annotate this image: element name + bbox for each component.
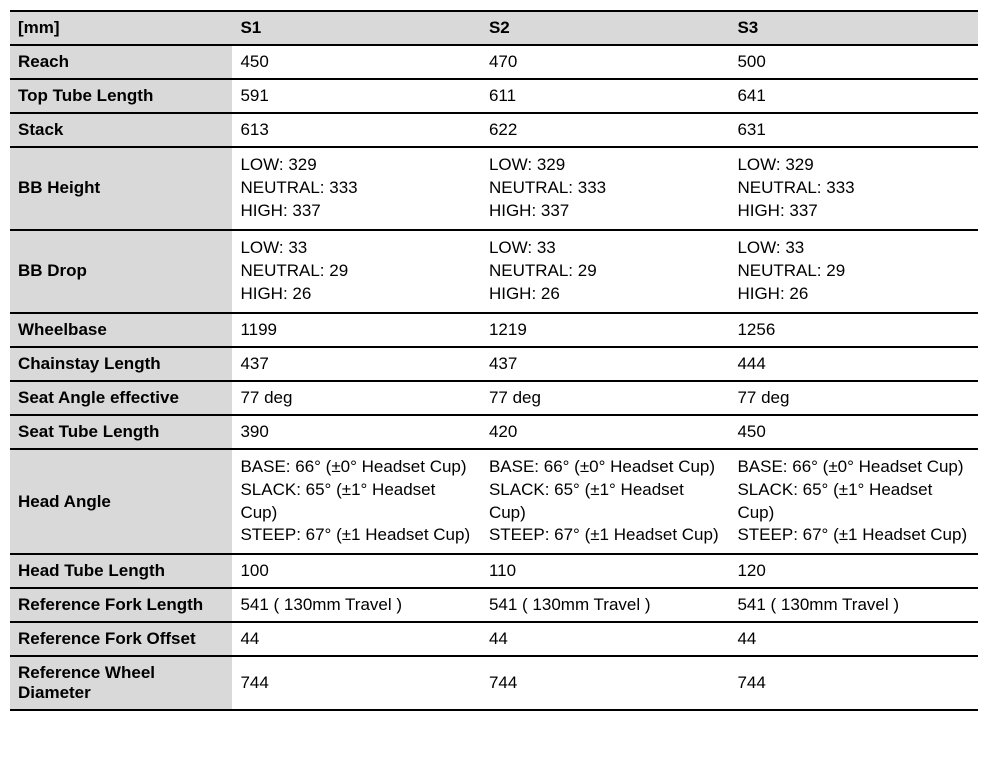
col-header-s3: S3 [729,11,978,45]
cell-s2: 611 [481,79,730,113]
cell-s3: 1256 [729,313,978,347]
cell-s2: 1219 [481,313,730,347]
col-header-s2: S2 [481,11,730,45]
cell-s1: LOW: 33NEUTRAL: 29HIGH: 26 [232,230,481,313]
row-label: Stack [10,113,232,147]
cell-s2: LOW: 33NEUTRAL: 29HIGH: 26 [481,230,730,313]
table-row: Chainstay Length437437444 [10,347,978,381]
table-row: Seat Tube Length390420450 [10,415,978,449]
row-label: BB Drop [10,230,232,313]
cell-s2: 77 deg [481,381,730,415]
cell-s1: 100 [232,554,481,588]
cell-s1: BASE: 66° (±0° Headset Cup)SLACK: 65° (±… [232,449,481,555]
cell-s1: 437 [232,347,481,381]
row-label: Head Angle [10,449,232,555]
row-label: Wheelbase [10,313,232,347]
table-body: Reach450470500Top Tube Length591611641St… [10,45,978,710]
cell-s3: 631 [729,113,978,147]
table-row: Head Tube Length100110120 [10,554,978,588]
cell-s1: LOW: 329NEUTRAL: 333HIGH: 337 [232,147,481,230]
cell-s1: 1199 [232,313,481,347]
cell-s1: 541 ( 130mm Travel ) [232,588,481,622]
table-row: Reach450470500 [10,45,978,79]
cell-s3: 500 [729,45,978,79]
row-label: Reference Fork Length [10,588,232,622]
row-label: Head Tube Length [10,554,232,588]
cell-s2: 420 [481,415,730,449]
cell-s1: 44 [232,622,481,656]
table-row: Stack613622631 [10,113,978,147]
table-header-row: [mm] S1 S2 S3 [10,11,978,45]
row-label: Seat Tube Length [10,415,232,449]
row-label: BB Height [10,147,232,230]
cell-s2: 622 [481,113,730,147]
cell-s3: 541 ( 130mm Travel ) [729,588,978,622]
table-row: Reference Fork Length541 ( 130mm Travel … [10,588,978,622]
cell-s3: 450 [729,415,978,449]
cell-s2: BASE: 66° (±0° Headset Cup)SLACK: 65° (±… [481,449,730,555]
row-label: Reach [10,45,232,79]
cell-s3: LOW: 329NEUTRAL: 333HIGH: 337 [729,147,978,230]
cell-s1: 744 [232,656,481,710]
cell-s3: 44 [729,622,978,656]
cell-s3: BASE: 66° (±0° Headset Cup)SLACK: 65° (±… [729,449,978,555]
table-row: BB HeightLOW: 329NEUTRAL: 333HIGH: 337LO… [10,147,978,230]
col-header-s1: S1 [232,11,481,45]
cell-s3: 744 [729,656,978,710]
table-row: Reference Wheel Diameter744744744 [10,656,978,710]
table-row: Seat Angle effective77 deg77 deg77 deg [10,381,978,415]
table-row: Reference Fork Offset444444 [10,622,978,656]
cell-s1: 450 [232,45,481,79]
cell-s2: 44 [481,622,730,656]
cell-s2: 437 [481,347,730,381]
cell-s1: 77 deg [232,381,481,415]
cell-s2: 110 [481,554,730,588]
cell-s3: LOW: 33NEUTRAL: 29HIGH: 26 [729,230,978,313]
table-row: BB DropLOW: 33NEUTRAL: 29HIGH: 26LOW: 33… [10,230,978,313]
cell-s2: 744 [481,656,730,710]
cell-s3: 120 [729,554,978,588]
geometry-table: [mm] S1 S2 S3 Reach450470500Top Tube Len… [10,10,978,711]
cell-s1: 591 [232,79,481,113]
row-label: Seat Angle effective [10,381,232,415]
row-label: Reference Wheel Diameter [10,656,232,710]
table-row: Top Tube Length591611641 [10,79,978,113]
cell-s2: LOW: 329NEUTRAL: 333HIGH: 337 [481,147,730,230]
row-label: Chainstay Length [10,347,232,381]
cell-s2: 541 ( 130mm Travel ) [481,588,730,622]
cell-s2: 470 [481,45,730,79]
cell-s1: 390 [232,415,481,449]
table-row: Head AngleBASE: 66° (±0° Headset Cup)SLA… [10,449,978,555]
cell-s1: 613 [232,113,481,147]
cell-s3: 641 [729,79,978,113]
table-row: Wheelbase119912191256 [10,313,978,347]
row-label: Top Tube Length [10,79,232,113]
col-header-unit: [mm] [10,11,232,45]
cell-s3: 77 deg [729,381,978,415]
row-label: Reference Fork Offset [10,622,232,656]
cell-s3: 444 [729,347,978,381]
